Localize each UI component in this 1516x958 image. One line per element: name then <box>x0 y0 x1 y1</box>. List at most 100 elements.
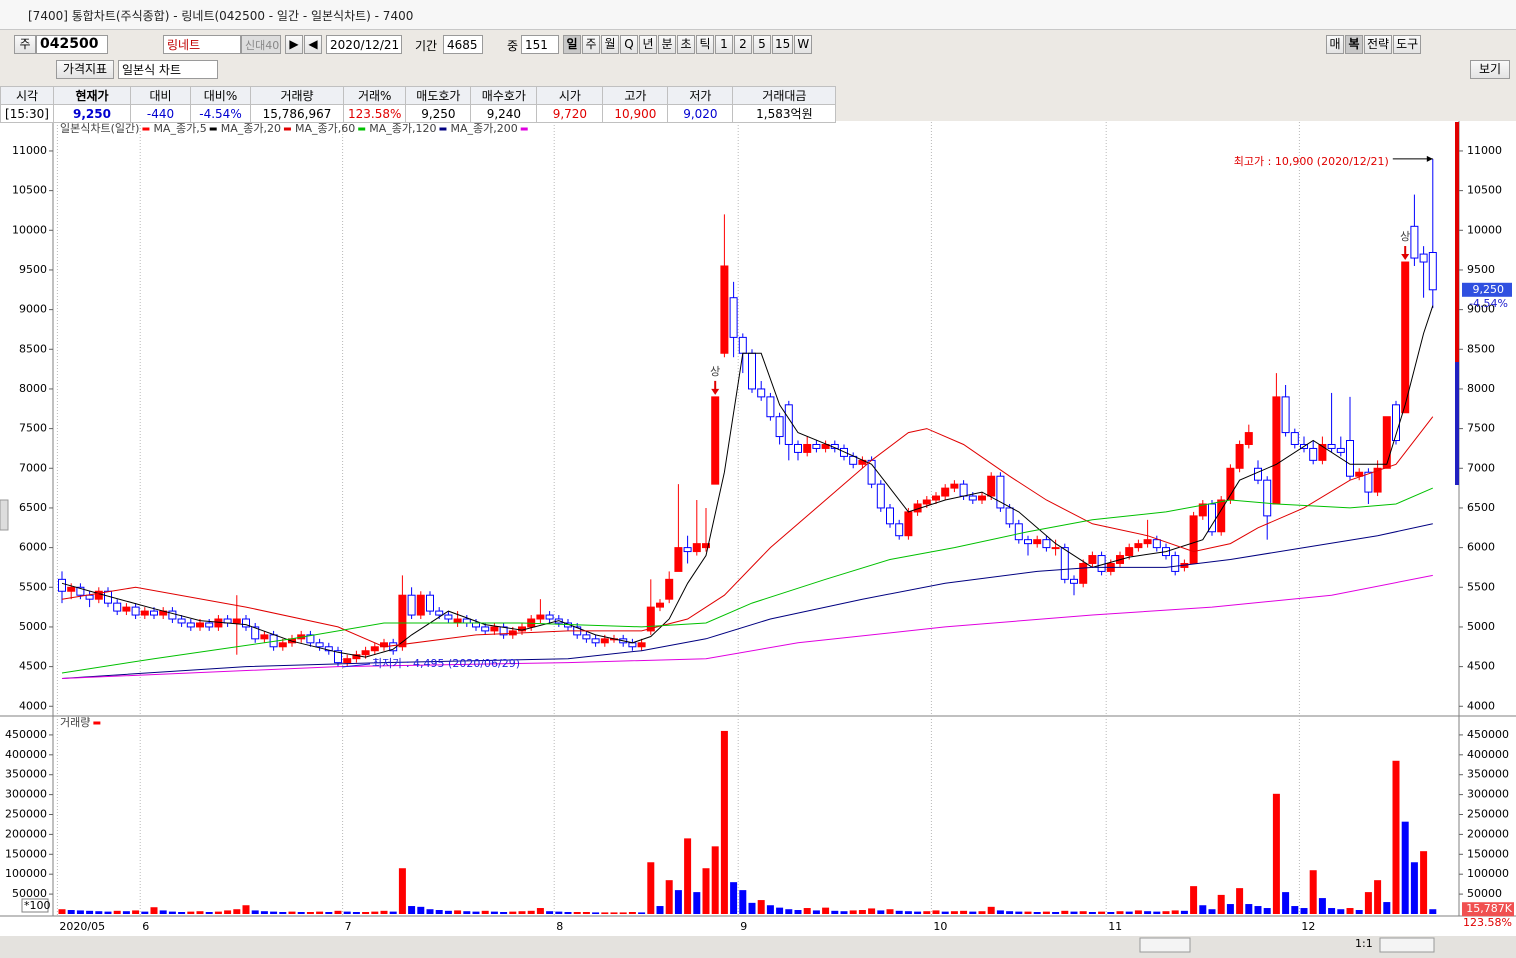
candle-body <box>1079 562 1088 584</box>
volume-bar <box>352 912 360 914</box>
scrollbar[interactable] <box>1139 937 1191 953</box>
zoom-input[interactable]: 151 <box>521 35 559 54</box>
side-toggle[interactable] <box>0 499 9 531</box>
view-button[interactable]: 보기 <box>1470 60 1510 79</box>
interval-button[interactable]: 주 <box>582 35 600 54</box>
volume-bar <box>242 905 250 914</box>
volume-bar <box>316 911 324 914</box>
volume-bar <box>812 910 820 914</box>
legend-entry: MA_종가,20 <box>221 122 281 135</box>
candle-body <box>794 443 802 453</box>
prev-button[interactable]: ◀ <box>304 35 322 54</box>
y-tick-label: 7500 <box>1467 422 1495 435</box>
volume-bar <box>389 911 397 914</box>
volume-bar <box>757 900 765 914</box>
tool-button[interactable]: 도구 <box>1393 35 1422 54</box>
volume-bar <box>518 911 526 914</box>
volume-bar <box>527 910 535 914</box>
candle-body <box>729 297 738 338</box>
annotation-arrow <box>1426 155 1433 162</box>
moving-average-line <box>61 416 1434 648</box>
interval-button[interactable]: 월 <box>601 35 619 54</box>
volume-bar <box>1015 911 1023 914</box>
zoom-slider[interactable] <box>1379 937 1435 953</box>
candle-body <box>968 495 977 501</box>
tool-button[interactable]: 전략 <box>1364 35 1393 54</box>
y-tick-label: 4000 <box>19 699 47 712</box>
candle-body <box>453 618 462 624</box>
chart-background <box>0 121 1516 936</box>
candle-body <box>370 646 379 652</box>
next-button[interactable]: ▶ <box>285 35 303 54</box>
y-tick-label: 8500 <box>19 342 47 355</box>
candle-body <box>1198 503 1207 517</box>
volume-bar <box>619 912 627 914</box>
volume-bar <box>76 910 84 914</box>
volume-bar <box>334 910 342 914</box>
volume-bar <box>941 911 949 914</box>
candle-body <box>205 622 214 628</box>
y-tick-label: 300000 <box>1467 788 1509 801</box>
volume-bar <box>408 906 416 914</box>
indicator-button[interactable]: 가격지표 <box>56 60 114 79</box>
interval-button[interactable]: W <box>794 35 813 54</box>
interval-button[interactable]: 1 <box>715 35 733 54</box>
volume-bar <box>831 910 839 914</box>
interval-button[interactable]: Q <box>620 35 638 54</box>
name-field: 링네트 <box>163 35 241 54</box>
moving-average-line <box>61 523 1433 679</box>
volume-bar <box>1226 904 1234 914</box>
candle-body <box>481 626 490 632</box>
quote-header: 시가 <box>536 86 604 105</box>
y-tick-label: 9500 <box>1467 263 1495 276</box>
date-input[interactable]: 2020/12/21 <box>326 35 402 54</box>
tool-button[interactable]: 매 <box>1326 35 1344 54</box>
interval-button[interactable]: 2 <box>734 35 752 54</box>
y-tick-label: 7500 <box>19 422 47 435</box>
interval-button[interactable]: 일 <box>563 35 581 54</box>
volume-bar <box>178 912 186 914</box>
moving-average-line <box>61 574 1433 679</box>
y-tick-label: 50000 <box>1467 887 1502 900</box>
volume-bar <box>601 912 609 914</box>
candle-body <box>352 654 361 660</box>
volume-bar <box>1263 908 1271 914</box>
interval-button[interactable]: 틱 <box>696 35 714 54</box>
candle-body <box>472 622 480 628</box>
volume-bar <box>610 912 618 914</box>
legend-swatch <box>520 127 528 131</box>
interval-button[interactable]: 분 <box>658 35 676 54</box>
volume-bar <box>803 908 811 914</box>
candle-body <box>140 610 149 616</box>
quote-header: 매도호가 <box>405 86 472 105</box>
period-input[interactable]: 4685 <box>443 35 483 54</box>
volume-bar <box>1070 911 1078 914</box>
tag: 신대40 <box>241 35 281 54</box>
x-tick-label: 7 <box>345 920 352 933</box>
interval-button[interactable]: 15 <box>772 35 794 54</box>
volume-bar <box>362 912 370 914</box>
legend-swatch <box>439 127 447 131</box>
interval-button[interactable]: 초 <box>677 35 695 54</box>
candle-body <box>1189 515 1198 564</box>
legend-swatch <box>209 127 217 131</box>
volume-bar <box>1116 911 1124 914</box>
x-tick-label: 2020/05 <box>59 920 105 933</box>
zoom-scale: 1:1 <box>1355 937 1373 950</box>
volume-badge-text: 15,787K <box>1466 902 1512 915</box>
volume-bar <box>536 908 544 914</box>
y-tick-label: 9000 <box>19 303 47 316</box>
market-select[interactable]: 주 <box>14 35 36 54</box>
moving-average-line <box>61 487 1433 674</box>
volume-bar <box>86 910 94 914</box>
code-input[interactable]: 042500 <box>36 35 108 54</box>
interval-button[interactable]: 년 <box>639 35 657 54</box>
chart-kind-select[interactable]: 일본식 차트 <box>118 60 218 79</box>
volume-bar <box>684 838 692 914</box>
volume-bar <box>67 910 75 914</box>
candle-body <box>932 495 940 501</box>
interval-button[interactable]: 5 <box>753 35 771 54</box>
tool-button[interactable]: 복 <box>1345 35 1363 54</box>
candle-body <box>435 610 444 616</box>
